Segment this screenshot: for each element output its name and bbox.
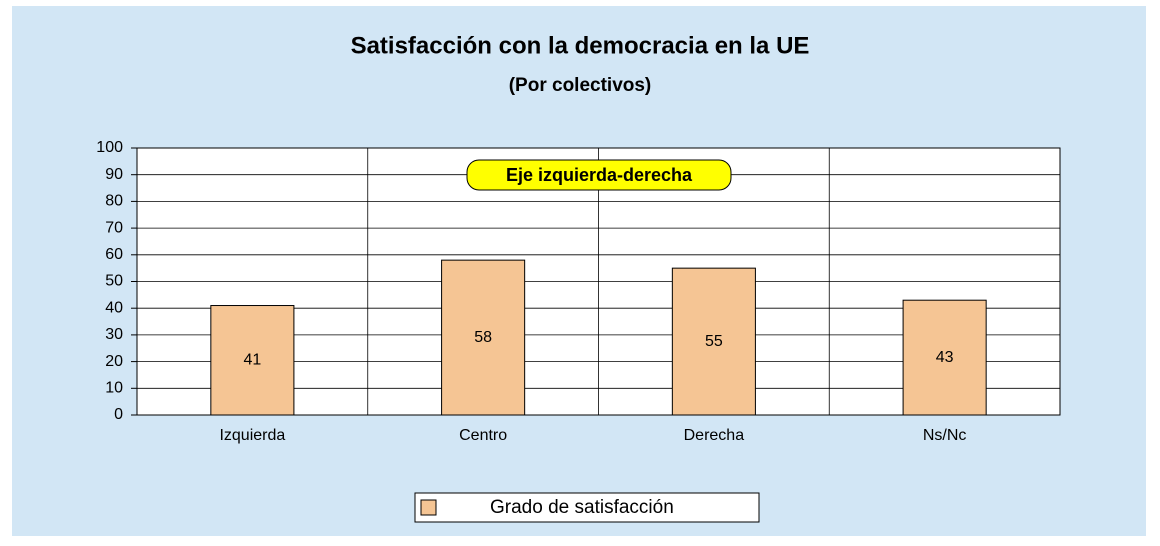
y-tick-label: 20 xyxy=(105,353,123,370)
legend-swatch xyxy=(420,499,437,516)
bar xyxy=(210,305,295,416)
bar xyxy=(671,267,756,416)
legend-label: Grado de satisfacción xyxy=(490,497,674,518)
y-tick-label: 80 xyxy=(105,193,123,210)
data-label: 43 xyxy=(936,349,954,366)
data-label: 55 xyxy=(705,333,723,350)
y-tick-label: 50 xyxy=(105,273,123,290)
x-tick-label: Derecha xyxy=(684,427,745,444)
data-label: 41 xyxy=(243,351,261,368)
bar xyxy=(441,259,526,416)
y-tick-label: 90 xyxy=(105,166,123,183)
legend-box xyxy=(414,492,760,523)
y-tick-label: 60 xyxy=(105,246,123,263)
y-tick-label: 10 xyxy=(105,380,123,397)
y-tick-label: 0 xyxy=(114,406,123,423)
chart-title: Satisfacción con la democracia en la UE xyxy=(351,32,810,59)
data-label: 58 xyxy=(474,329,492,346)
y-tick-label: 70 xyxy=(105,219,123,236)
y-tick-label: 100 xyxy=(96,139,123,156)
x-tick-label: Centro xyxy=(459,427,507,444)
annotation-box xyxy=(466,159,732,191)
y-tick-label: 40 xyxy=(105,299,123,316)
annotation: Eje izquierda-derecha xyxy=(506,165,693,185)
bar xyxy=(902,299,987,416)
x-tick-label: Ns/Nc xyxy=(923,427,967,444)
chart-subtitle: (Por colectivos) xyxy=(509,75,652,96)
y-tick-label: 30 xyxy=(105,326,123,343)
x-tick-label: Izquierda xyxy=(219,427,285,444)
